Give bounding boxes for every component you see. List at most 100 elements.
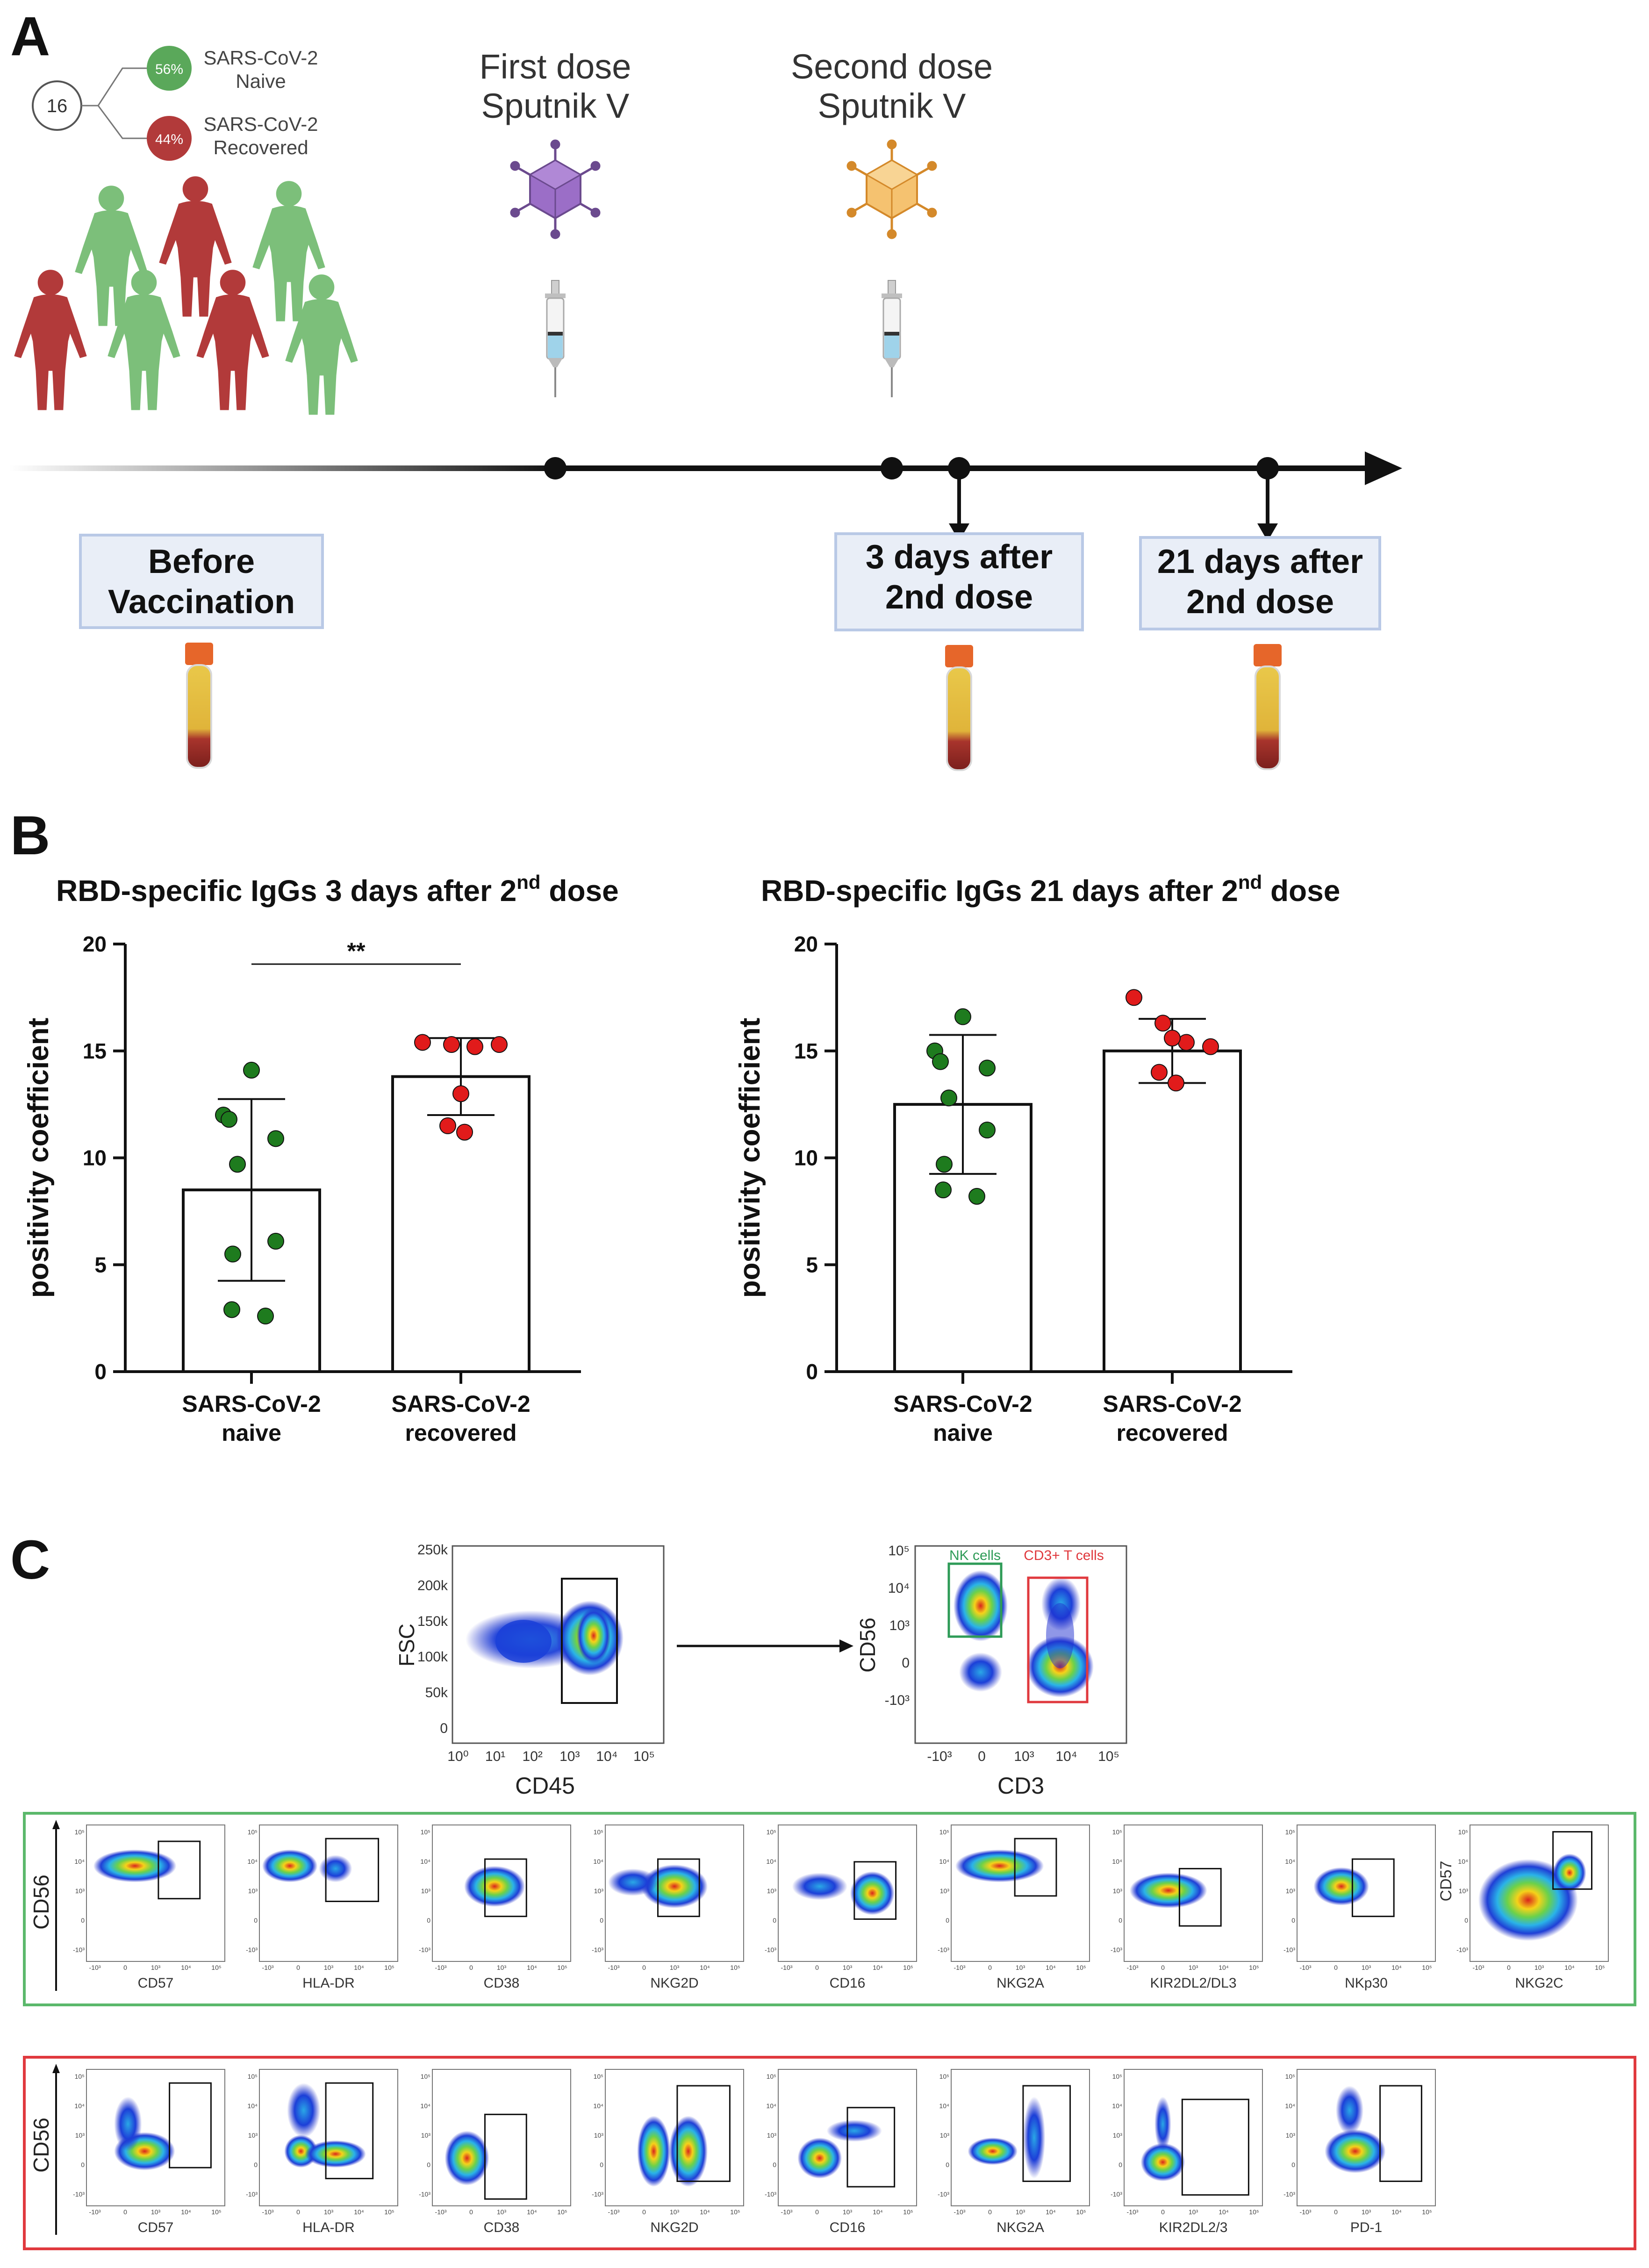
mini-y-tick: -10³ (73, 1946, 85, 1953)
data-point (932, 1053, 949, 1070)
mini-y-tick: -10³ (1111, 2190, 1122, 2198)
flow-plot-hla-dr: -10³ 0 10³ 10⁴ 10⁵ 10⁵ 10⁴ 10³ 0 -10³ HLA-DR (246, 2069, 398, 2235)
category-label-line2: naive (933, 1420, 993, 1446)
mini-x-tick: 0 (815, 2208, 819, 2216)
flow-marker-label: NKG2C (1515, 1975, 1563, 1991)
flow-plot-hla-dr: -10³ 0 10³ 10⁴ 10⁵ 10⁵ 10⁴ 10³ 0 -10³ HLA-DR (246, 1824, 398, 1991)
flow-plot-cd57: -10³ 0 10³ 10⁴ 10⁵ 10⁵ 10⁴ 10³ 0 -10³ CD57 (73, 2069, 225, 2235)
mini-x-tick: -10³ (1473, 1964, 1484, 1971)
mini-y-tick: 0 (1464, 1917, 1468, 1924)
mini-y-tick: 10³ (940, 1887, 950, 1895)
flow-plot-nkg2d: -10³ 0 10³ 10⁴ 10⁵ 10⁵ 10⁴ 10³ 0 -10³ NKG2D (592, 2069, 744, 2235)
flow-plot-cd16: -10³ 0 10³ 10⁴ 10⁵ 10⁵ 10⁴ 10³ 0 -10³ CD16 (765, 2069, 917, 2235)
mini-y-tick: -10³ (938, 1946, 949, 1953)
mini-y-tick: 10³ (767, 2132, 777, 2139)
flow-gate-box (1351, 1858, 1395, 1917)
mini-y-tick: -10³ (419, 2190, 430, 2198)
mini-y-tick: -10³ (1111, 1946, 1122, 1953)
mini-x-tick: 10⁴ (1564, 1964, 1575, 1971)
density-cluster (305, 2140, 366, 2168)
y-tick-label: 10 (83, 1146, 107, 1170)
mini-y-tick: 10⁴ (74, 2102, 85, 2110)
data-point (229, 1156, 246, 1173)
t-cells-label: CD3+ T cells (1024, 1548, 1104, 1563)
timeline-point-second-dose (881, 457, 903, 479)
timeline-point-first-dose (544, 457, 566, 479)
mini-x-tick: -10³ (1300, 1964, 1312, 1971)
mini-x-tick: 10⁵ (903, 2208, 913, 2216)
mini-x-tick: -10³ (781, 1964, 793, 1971)
gate-x-tick: 10³ (1014, 1749, 1034, 1764)
mini-y-tick: 10⁴ (766, 2102, 776, 2110)
day3-box (834, 532, 1084, 631)
y-tick-label: 5 (94, 1252, 107, 1277)
mini-y-tick: 10³ (248, 1887, 258, 1895)
day3-label-1: 3 days after (866, 538, 1053, 576)
mini-y-tick: 10³ (594, 2132, 604, 2139)
day21-label-1: 21 days after (1157, 543, 1363, 580)
flow-plot-frame (259, 1824, 398, 1962)
flow-marker-label: CD57 (138, 2220, 174, 2235)
gate-x-tick: 10⁴ (1055, 1749, 1077, 1764)
mini-y-tick: 10⁵ (75, 2073, 85, 2080)
bar (893, 1103, 1032, 1373)
mini-x-tick: 10³ (1362, 2208, 1371, 2216)
naive-pct-circle (147, 46, 192, 91)
density-cluster (637, 2116, 671, 2187)
chart-day21: RBD-specific IgGs 21 days after 2nd dose… (734, 871, 1340, 1446)
category-label-line1: SARS-CoV-2 (391, 1391, 530, 1417)
mini-x-tick: 10⁵ (1595, 1964, 1605, 1971)
mini-y-tick: 0 (600, 2161, 603, 2168)
cohort-total: 16 (47, 96, 68, 116)
gate-x-tick: 10⁴ (596, 1749, 617, 1764)
flow-marker-label: NKp30 (1345, 1975, 1388, 1991)
mini-x-tick: 10⁴ (181, 2208, 191, 2216)
flow-plot-nkg2a: -10³ 0 10³ 10⁴ 10⁵ 10⁵ 10⁴ 10³ 0 -10³ NKG2A (938, 1824, 1090, 1991)
chart-day3: RBD-specific IgGs 3 days after 2nd dose 0… (22, 871, 619, 1446)
mini-y-tick: -10³ (765, 1946, 776, 1953)
panel-b: B RBD-specific IgGs 3 days after 2nd dos… (10, 805, 1340, 1446)
mini-x-tick: 10⁵ (384, 1964, 394, 1971)
category-label-line1: SARS-CoV-2 (893, 1391, 1032, 1417)
gate-y-tick: 0 (902, 1655, 910, 1671)
mini-x-tick: 10³ (1534, 1964, 1544, 1971)
gate2-xlabel: CD3 (997, 1773, 1044, 1799)
gate-y-tick: 100k (417, 1649, 448, 1665)
mini-y-tick: 10³ (248, 2132, 258, 2139)
mini-y-tick: 0 (254, 2161, 258, 2168)
mini-y-tick: 10⁵ (939, 1828, 949, 1836)
gate-y-tick: -10³ (885, 1693, 910, 1708)
flow-marker-label: KIR2DL2/3 (1159, 2220, 1228, 2235)
mini-y-tick: 10³ (75, 2132, 85, 2139)
mini-x-tick: 10⁴ (354, 1964, 364, 1971)
mini-y-tick: 0 (1118, 1917, 1122, 1924)
data-point (1151, 1064, 1168, 1081)
mini-x-tick: -10³ (608, 1964, 620, 1971)
mini-y-tick: 10⁵ (421, 1828, 430, 1836)
density-cluster (445, 2131, 489, 2186)
mini-y-tick: 10⁴ (247, 2102, 258, 2110)
data-point (439, 1117, 456, 1134)
flow-gate-box (1014, 1838, 1057, 1897)
y-tick-label: 5 (806, 1252, 818, 1277)
y-tick-label: 20 (83, 932, 107, 956)
mini-x-tick: 10⁵ (557, 1964, 567, 1971)
data-point (223, 1301, 240, 1318)
mini-x-tick: -10³ (1300, 2208, 1312, 2216)
day21-box (1139, 536, 1381, 630)
mini-x-tick: -10³ (435, 1964, 447, 1971)
gate-y-tick: 10⁵ (888, 1543, 910, 1559)
mini-x-tick: 10³ (1189, 1964, 1198, 1971)
gate2-xticks: -10³ 0 10³ 10⁴ 10⁵ (927, 1749, 1119, 1764)
gate-plot-cd56-cd3: NK cells CD3+ T cells CD56 CD3 10⁵ 10⁴ 10³… (855, 1543, 1127, 1799)
data-point (257, 1308, 274, 1325)
mini-x-tick: 0 (642, 1964, 646, 1971)
mini-x-tick: 10⁴ (181, 1964, 191, 1971)
flow-plot-nkg2a: -10³ 0 10³ 10⁴ 10⁵ 10⁵ 10⁴ 10³ 0 -10³ NKG2A (938, 2069, 1090, 2235)
mini-y-tick: 10³ (767, 1887, 777, 1895)
mini-y-tick: 10⁵ (1112, 2073, 1122, 2080)
flow-plot-frame (86, 1824, 225, 1962)
y-tick-label: 10 (794, 1146, 818, 1170)
flow-gate-box (846, 2107, 896, 2188)
mini-x-tick: 10⁵ (1422, 2208, 1432, 2216)
